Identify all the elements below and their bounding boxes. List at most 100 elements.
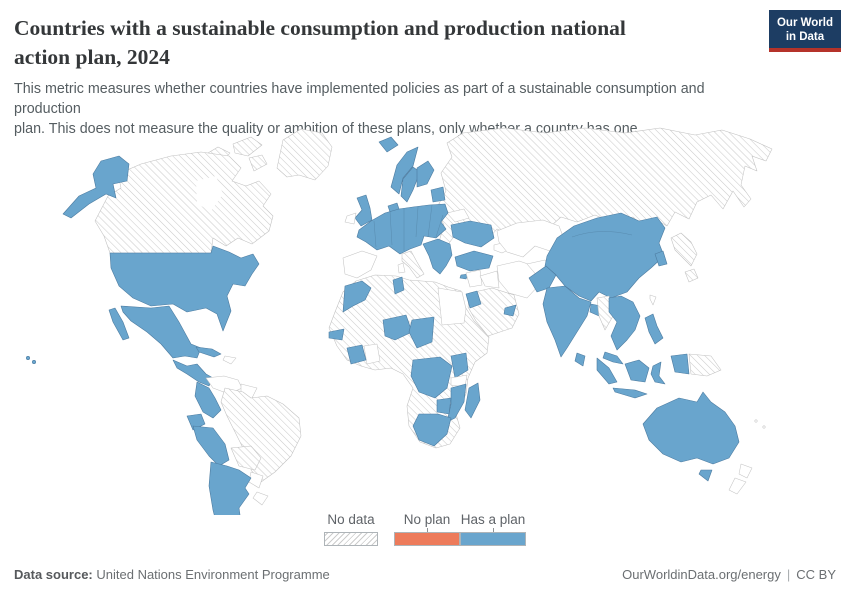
central-america[interactable] (172, 359, 214, 387)
country-australia[interactable] (642, 391, 740, 465)
legend-swatch-no-plan[interactable] (394, 532, 460, 546)
borneo[interactable] (624, 359, 650, 383)
license-link[interactable]: CC BY (796, 567, 836, 582)
country-iceland[interactable] (378, 136, 399, 153)
country-india[interactable] (542, 285, 592, 358)
country-ecuador[interactable] (186, 413, 206, 431)
levant-syria[interactable] (465, 269, 483, 288)
country-papua-new-guinea[interactable] (688, 353, 722, 377)
country-sri-lanka[interactable] (574, 352, 586, 367)
iberia[interactable] (342, 250, 378, 279)
west-papua[interactable] (670, 353, 690, 375)
country-united-kingdom[interactable] (354, 194, 373, 227)
country-morocco[interactable] (342, 280, 372, 313)
country-mexico-baja[interactable] (108, 307, 130, 341)
country-japan[interactable] (670, 232, 699, 283)
country-malaysia[interactable] (602, 351, 624, 365)
hudson-bay (196, 176, 223, 211)
country-egypt[interactable] (437, 287, 467, 326)
country-turkey[interactable] (454, 250, 494, 272)
country-ukraine[interactable] (450, 220, 495, 248)
country-cyprus[interactable] (459, 273, 469, 280)
map-legend: No data No plan Has a plan (324, 512, 526, 546)
sumatra[interactable] (596, 357, 618, 385)
owid-logo[interactable]: Our World in Data (768, 10, 841, 53)
country-jordan[interactable] (465, 290, 482, 309)
country-iran[interactable] (496, 260, 541, 299)
legend-bin-has-plan[interactable]: Has a plan (460, 512, 526, 546)
country-new-zealand[interactable] (728, 463, 753, 495)
country-senegal[interactable] (328, 328, 345, 341)
country-italy[interactable] (401, 250, 425, 279)
country-belarus[interactable] (446, 208, 470, 223)
country-pakistan[interactable] (528, 265, 557, 293)
data-source: Data source: United Nations Environment … (14, 567, 330, 582)
legend-swatch-has-plan[interactable] (460, 532, 526, 546)
sulawesi[interactable] (650, 361, 666, 385)
country-madagascar[interactable] (464, 382, 481, 419)
legend-label-no-plan: No plan (403, 512, 451, 527)
legend-tick (493, 528, 494, 532)
country-united-states[interactable] (109, 245, 260, 332)
hispaniola[interactable] (222, 355, 237, 365)
country-niger[interactable] (382, 314, 413, 341)
chart-header: Countries with a sustainable consumption… (14, 14, 760, 139)
country-chad[interactable] (408, 316, 435, 349)
country-ireland[interactable] (344, 212, 357, 225)
country-tunisia[interactable] (392, 276, 405, 295)
owid-url-link[interactable]: OurWorldinData.org/energy (622, 567, 781, 582)
country-taiwan[interactable] (649, 294, 657, 306)
country-uae[interactable] (503, 304, 517, 317)
china-mongolia-border (571, 231, 633, 238)
choropleth-map (25, 127, 773, 549)
country-drc[interactable] (410, 356, 453, 399)
country-mozambique[interactable] (446, 383, 467, 423)
legend-label-no-data: No data (327, 512, 375, 527)
country-cuba[interactable] (195, 346, 222, 358)
china-mongolia[interactable] (544, 212, 666, 302)
country-mexico[interactable] (120, 305, 202, 359)
country-south-africa[interactable] (412, 413, 452, 447)
legend-swatch-no-data[interactable] (324, 532, 378, 546)
country-united-states-alaska[interactable] (62, 155, 130, 219)
indochina[interactable] (608, 295, 641, 351)
country-sweden[interactable] (400, 166, 421, 203)
country-south-korea[interactable] (654, 250, 668, 267)
country-colombia[interactable] (194, 381, 222, 419)
chile-argentina[interactable] (208, 461, 252, 549)
europe-mainland[interactable] (356, 203, 449, 255)
country-cote-divoire[interactable] (346, 344, 367, 365)
country-peru[interactable] (192, 425, 230, 467)
chart-footer: Data source: United Nations Environment … (14, 567, 836, 582)
title-line-2: action plan, 2024 (14, 44, 170, 69)
europe-internal-borders (373, 204, 444, 251)
country-greenland[interactable] (276, 128, 333, 181)
footer-links: OurWorldinData.org/energy | CC BY (622, 567, 836, 582)
country-brazil[interactable] (220, 387, 302, 483)
pacific-island-1 (754, 419, 758, 423)
balkans-greece[interactable] (422, 238, 453, 275)
page-title: Countries with a sustainable consumption… (14, 14, 760, 71)
baltic-states[interactable] (430, 186, 446, 203)
hawaii-island-2[interactable] (31, 360, 36, 365)
legend-tick (427, 528, 428, 532)
country-bolivia[interactable] (230, 445, 262, 471)
data-source-label: Data source: (14, 567, 93, 582)
country-norway[interactable] (390, 146, 419, 195)
hawaii-island-1[interactable] (25, 356, 30, 361)
country-iraq[interactable] (479, 270, 500, 289)
tasmania[interactable] (698, 469, 713, 482)
java[interactable] (612, 387, 648, 399)
country-ghana[interactable] (363, 343, 381, 365)
country-kenya[interactable] (450, 352, 469, 379)
country-uruguay[interactable] (252, 491, 269, 506)
country-zimbabwe[interactable] (436, 397, 452, 415)
title-line-1: Countries with a sustainable consumption… (14, 16, 626, 40)
country-finland[interactable] (416, 160, 435, 188)
arabian-peninsula[interactable] (467, 287, 520, 337)
country-philippines[interactable] (644, 313, 664, 345)
pacific-island-2 (762, 425, 766, 429)
country-canada[interactable] (94, 151, 274, 254)
legend-bin-no-plan[interactable]: No plan (394, 512, 460, 546)
